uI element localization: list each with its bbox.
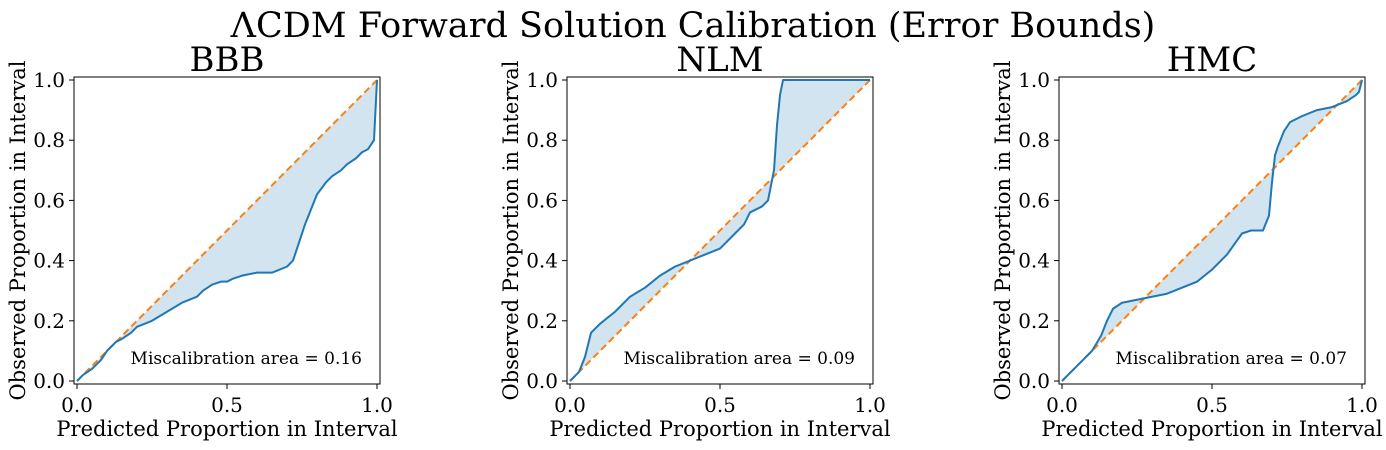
- x-tick-label: 1.0: [1346, 393, 1378, 417]
- y-tick-label: 0.4: [33, 249, 65, 273]
- y-tick-label: 0.2: [33, 309, 65, 333]
- y-axis-label: Observed Proportion in Interval: [499, 60, 523, 400]
- ideal-calibration-line: [1061, 79, 1363, 382]
- y-tick-label: 0.0: [1018, 369, 1050, 393]
- miscalibration-area-annotation: Miscalibration area = 0.16: [131, 349, 362, 369]
- ideal-calibration-line: [76, 79, 378, 382]
- x-tick-label: 0.0: [554, 393, 586, 417]
- y-tick-label: 1.0: [1018, 68, 1050, 92]
- x-tick-label: 1.0: [361, 393, 393, 417]
- x-tick-label: 0.5: [211, 393, 243, 417]
- y-tick-label: 0.8: [526, 128, 558, 152]
- x-tick-label: 0.0: [1046, 393, 1078, 417]
- y-tick-label: 0.8: [1018, 128, 1050, 152]
- y-tick-label: 0.4: [1018, 249, 1050, 273]
- y-tick-label: 0.0: [526, 369, 558, 393]
- y-tick-label: 0.2: [526, 309, 558, 333]
- y-tick-label: 0.6: [33, 188, 65, 212]
- y-tick-label: 1.0: [33, 68, 65, 92]
- y-tick-label: 0.6: [1018, 188, 1050, 212]
- panel-title: NLM: [676, 40, 763, 80]
- y-axis-label: Observed Proportion in Interval: [991, 60, 1015, 400]
- x-tick-label: 0.5: [704, 393, 736, 417]
- x-axis-label: Predicted Proportion in Interval: [1041, 417, 1382, 441]
- ideal-calibration-line: [569, 79, 871, 382]
- x-tick-label: 1.0: [854, 393, 886, 417]
- y-tick-label: 0.6: [526, 188, 558, 212]
- x-tick-label: 0.0: [61, 393, 93, 417]
- miscalibration-area-annotation: Miscalibration area = 0.09: [624, 349, 855, 369]
- calibration-curve: [1061, 79, 1363, 382]
- y-tick-label: 1.0: [526, 68, 558, 92]
- calibration-curve: [569, 79, 870, 382]
- x-axis-label: Predicted Proportion in Interval: [56, 417, 397, 441]
- panel-title: HMC: [1167, 40, 1257, 80]
- panel-title: BBB: [190, 40, 265, 80]
- y-tick-label: 0.4: [526, 249, 558, 273]
- calibration-curve: [76, 79, 378, 382]
- figure-suptitle: ΛCDM Forward Solution Calibration (Error…: [230, 6, 1156, 46]
- y-tick-label: 0.2: [1018, 309, 1050, 333]
- y-tick-label: 0.8: [33, 128, 65, 152]
- x-axis-label: Predicted Proportion in Interval: [549, 417, 890, 441]
- y-axis-label: Observed Proportion in Interval: [6, 60, 30, 400]
- y-tick-label: 0.0: [33, 369, 65, 393]
- miscalibration-area-annotation: Miscalibration area = 0.07: [1116, 349, 1347, 369]
- x-tick-label: 0.5: [1196, 393, 1228, 417]
